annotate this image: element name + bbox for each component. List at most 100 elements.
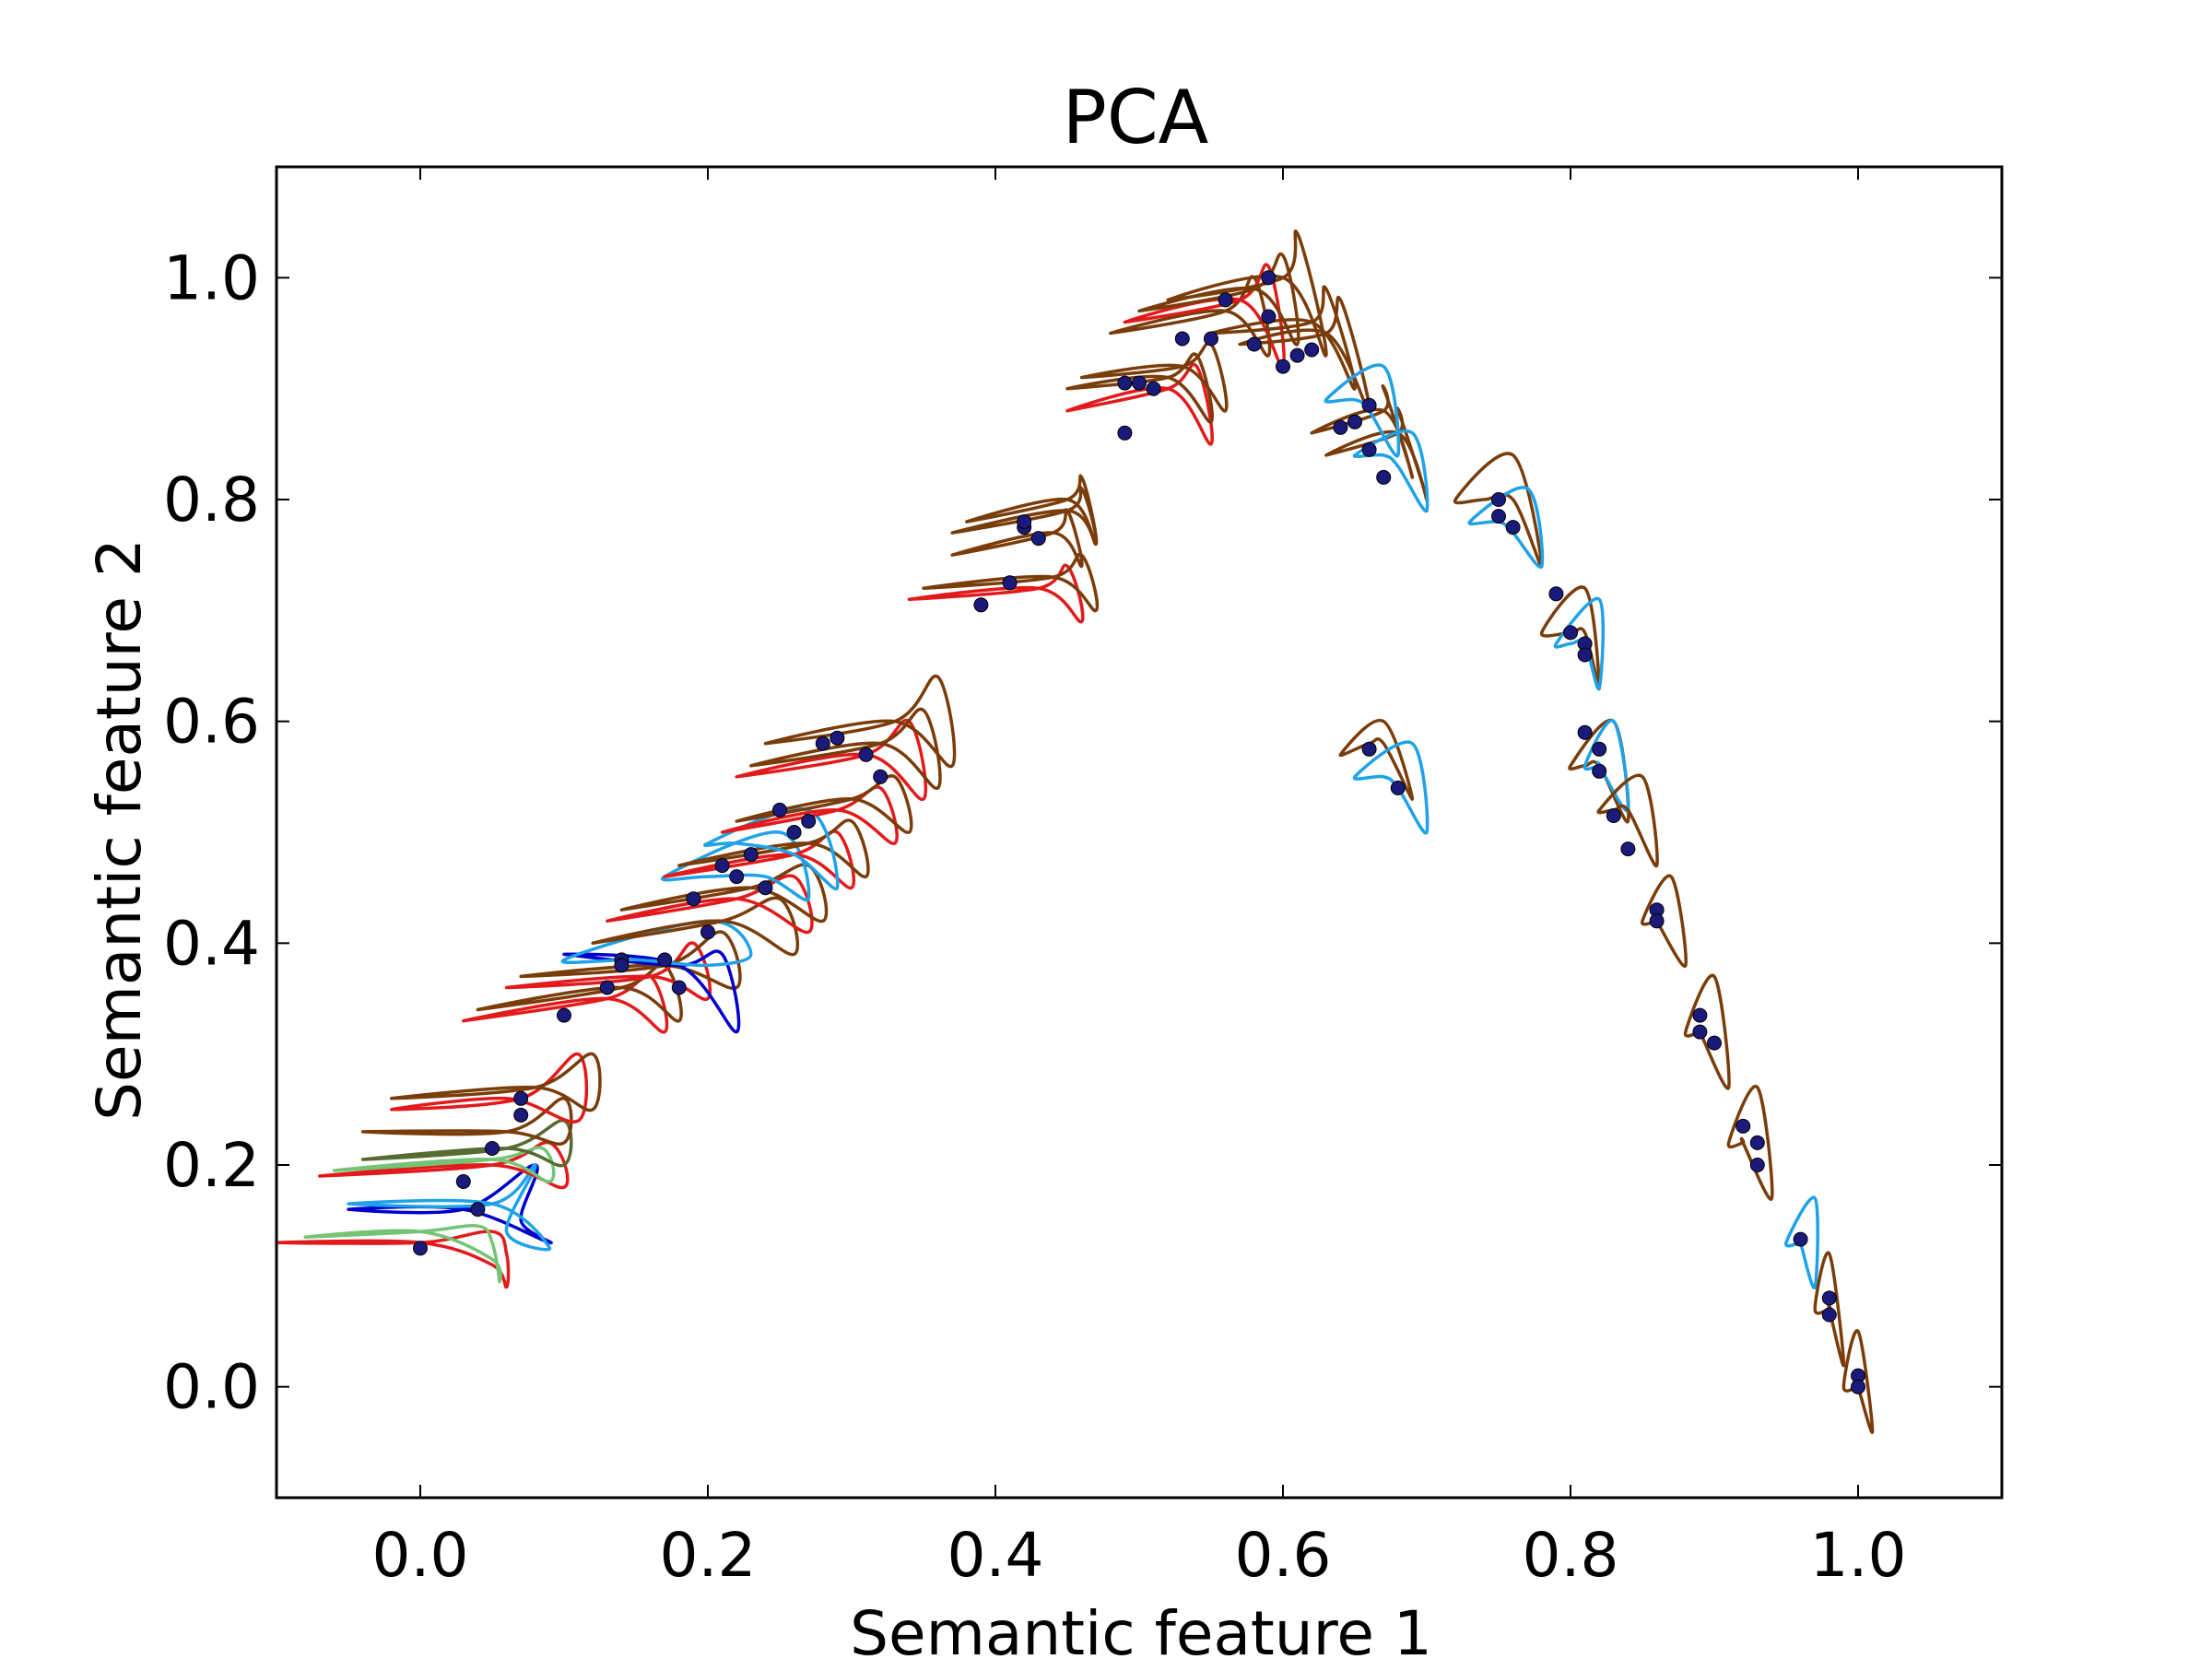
density-contour xyxy=(1238,295,1371,413)
x-axis-label: Semantic feature 1 xyxy=(850,1598,1432,1659)
data-point xyxy=(686,891,701,907)
density-contour xyxy=(1079,341,1229,413)
data-point xyxy=(470,1202,486,1218)
data-point xyxy=(815,735,830,751)
density-contour xyxy=(1352,429,1430,513)
data-point xyxy=(858,747,874,762)
data-point xyxy=(1692,1007,1708,1023)
density-contour xyxy=(591,896,800,957)
density-contour xyxy=(1209,285,1357,391)
data-point xyxy=(1174,331,1190,347)
data-point xyxy=(1361,397,1377,413)
data-point xyxy=(743,847,759,863)
density-contour xyxy=(390,1052,589,1124)
data-point xyxy=(1577,724,1593,740)
data-point xyxy=(729,869,745,885)
y-tick-label: 0.8 xyxy=(163,465,260,535)
data-point xyxy=(1246,336,1262,352)
data-point xyxy=(1376,469,1392,485)
density-contour xyxy=(735,718,928,801)
data-point xyxy=(873,769,888,784)
chart-title: PCA xyxy=(1063,75,1209,160)
data-point xyxy=(1563,625,1578,641)
density-contour xyxy=(606,874,814,935)
density-contour xyxy=(1453,452,1544,569)
density-contour xyxy=(476,962,683,1023)
density-contour xyxy=(562,949,741,1034)
data-point xyxy=(1030,531,1046,547)
data-point xyxy=(513,1107,529,1123)
data-point xyxy=(1793,1231,1808,1247)
plot-frame xyxy=(275,165,2004,1500)
y-tick-label: 0.2 xyxy=(163,1130,260,1201)
y-tick-label: 0.0 xyxy=(163,1352,260,1423)
data-point xyxy=(1361,441,1377,457)
data-point xyxy=(1649,913,1665,929)
data-point xyxy=(1132,375,1147,391)
density-contour xyxy=(619,863,829,924)
data-point xyxy=(657,952,673,968)
x-tick-label: 1.0 xyxy=(1810,1520,1907,1591)
data-point xyxy=(1333,419,1348,435)
x-tick-label: 0.6 xyxy=(1235,1520,1332,1591)
data-point xyxy=(1749,1158,1765,1172)
data-point xyxy=(1390,780,1406,795)
data-point xyxy=(671,980,687,995)
y-tick-label: 0.6 xyxy=(163,687,260,758)
data-point xyxy=(1749,1135,1765,1150)
x-tick-label: 0.0 xyxy=(372,1520,469,1591)
data-point xyxy=(1276,359,1290,374)
data-point xyxy=(599,980,615,995)
data-point xyxy=(1620,841,1636,857)
density-contour xyxy=(661,830,811,902)
data-point xyxy=(1261,309,1277,324)
data-point xyxy=(1851,1379,1865,1394)
data-point xyxy=(1821,1290,1837,1306)
data-point xyxy=(413,1241,428,1256)
data-point xyxy=(1491,509,1506,524)
density-contour xyxy=(763,674,957,769)
density-contour xyxy=(1726,1085,1774,1201)
density-contour xyxy=(663,830,856,889)
data-point xyxy=(1606,808,1621,823)
data-point xyxy=(801,814,817,829)
data-point xyxy=(1261,270,1277,286)
data-point xyxy=(1347,414,1362,429)
x-tick-label: 0.4 xyxy=(947,1520,1044,1591)
data-point xyxy=(1289,347,1305,363)
density-contour xyxy=(303,1224,503,1284)
data-point xyxy=(973,597,989,613)
density-contour xyxy=(1065,352,1214,424)
density-contour xyxy=(1310,384,1415,479)
data-point xyxy=(1117,425,1133,441)
density-contour xyxy=(922,552,1100,613)
data-point xyxy=(1707,1035,1722,1051)
data-point xyxy=(786,825,802,840)
density-contour xyxy=(360,1119,573,1168)
data-point xyxy=(1146,381,1161,396)
density-contour xyxy=(390,1052,602,1112)
data-point xyxy=(1548,586,1564,602)
data-point xyxy=(714,858,730,874)
data-point xyxy=(455,1174,471,1189)
density-contour xyxy=(749,707,942,790)
points-layer xyxy=(413,270,1865,1394)
density-contour xyxy=(1553,596,1606,691)
data-point xyxy=(557,1007,571,1023)
data-point xyxy=(1304,342,1320,358)
density-contour xyxy=(1352,740,1430,835)
density-contour xyxy=(965,474,1099,546)
density-contour xyxy=(318,1140,570,1190)
data-point xyxy=(1692,1024,1708,1040)
x-tick-label: 0.8 xyxy=(1523,1520,1619,1591)
data-point xyxy=(772,802,787,818)
data-point xyxy=(1361,741,1377,757)
ticks-layer: 0.0 0.2 0.4 0.6 0.8 1.0 0.0 0.2 0.4 0.6 0.8 1.0 xyxy=(163,167,2002,1591)
data-point xyxy=(700,924,715,940)
density-contour xyxy=(332,1146,556,1183)
data-point xyxy=(758,880,773,896)
density-contour xyxy=(735,774,913,834)
data-point xyxy=(1592,763,1607,779)
